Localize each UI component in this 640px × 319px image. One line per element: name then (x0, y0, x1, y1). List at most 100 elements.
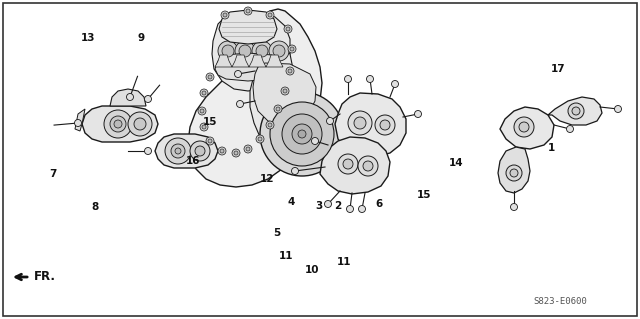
Text: 15: 15 (417, 190, 431, 200)
Circle shape (286, 27, 290, 31)
Polygon shape (232, 55, 249, 67)
Text: 17: 17 (551, 63, 565, 74)
Text: 14: 14 (449, 158, 463, 168)
Circle shape (134, 118, 146, 130)
Polygon shape (320, 137, 390, 194)
Circle shape (218, 147, 226, 155)
Circle shape (284, 25, 292, 33)
Polygon shape (250, 49, 318, 161)
Circle shape (202, 125, 206, 129)
Circle shape (346, 205, 353, 212)
Circle shape (276, 107, 280, 111)
Circle shape (165, 138, 191, 164)
Circle shape (324, 201, 332, 207)
Text: 2: 2 (334, 201, 342, 211)
Circle shape (286, 67, 294, 75)
Circle shape (510, 169, 518, 177)
Circle shape (252, 41, 272, 61)
Circle shape (220, 149, 224, 153)
Circle shape (198, 107, 206, 115)
Polygon shape (219, 10, 277, 44)
Circle shape (175, 148, 181, 154)
Circle shape (375, 115, 395, 135)
Circle shape (288, 45, 296, 53)
Circle shape (200, 123, 208, 131)
Circle shape (566, 125, 573, 132)
Polygon shape (75, 109, 85, 131)
Polygon shape (215, 55, 232, 67)
Circle shape (415, 110, 422, 117)
Circle shape (326, 117, 333, 124)
Circle shape (358, 156, 378, 176)
Circle shape (114, 120, 122, 128)
Circle shape (206, 137, 214, 145)
Text: 12: 12 (260, 174, 275, 184)
Text: 1: 1 (548, 143, 556, 153)
Text: 13: 13 (81, 33, 95, 43)
Polygon shape (212, 11, 290, 91)
Circle shape (234, 70, 241, 78)
Polygon shape (500, 107, 554, 149)
Circle shape (234, 151, 238, 155)
Circle shape (274, 105, 282, 113)
Circle shape (270, 102, 334, 166)
Text: 7: 7 (49, 169, 57, 179)
Circle shape (511, 204, 518, 211)
Polygon shape (215, 53, 282, 81)
Polygon shape (188, 9, 322, 187)
Circle shape (298, 130, 306, 138)
Text: 11: 11 (337, 257, 351, 267)
Circle shape (128, 112, 152, 136)
Circle shape (246, 9, 250, 13)
Polygon shape (266, 55, 283, 67)
Text: 16: 16 (186, 156, 200, 166)
Circle shape (266, 11, 274, 19)
Circle shape (281, 87, 289, 95)
Circle shape (260, 92, 344, 176)
Text: 10: 10 (305, 265, 319, 275)
Text: S823-E0600: S823-E0600 (533, 296, 587, 306)
Circle shape (343, 159, 353, 169)
Circle shape (200, 89, 208, 97)
Circle shape (200, 109, 204, 113)
Circle shape (354, 117, 366, 129)
Circle shape (208, 139, 212, 143)
Circle shape (239, 45, 251, 57)
Circle shape (268, 13, 272, 17)
Circle shape (290, 47, 294, 51)
Circle shape (206, 73, 214, 81)
Circle shape (283, 89, 287, 93)
Text: 11: 11 (279, 251, 293, 261)
Circle shape (256, 135, 264, 143)
Circle shape (514, 117, 534, 137)
Circle shape (208, 75, 212, 79)
Text: 6: 6 (375, 198, 383, 209)
Circle shape (568, 103, 584, 119)
Circle shape (145, 95, 152, 102)
Circle shape (171, 144, 185, 158)
Circle shape (282, 114, 322, 154)
Circle shape (292, 124, 312, 144)
Circle shape (235, 41, 255, 61)
Circle shape (223, 13, 227, 17)
Circle shape (269, 41, 289, 61)
Circle shape (232, 149, 240, 157)
Circle shape (312, 137, 319, 145)
Circle shape (572, 107, 580, 115)
Circle shape (221, 11, 229, 19)
Circle shape (288, 69, 292, 73)
Text: 5: 5 (273, 228, 281, 238)
Circle shape (506, 165, 522, 181)
Circle shape (519, 122, 529, 132)
Circle shape (244, 145, 252, 153)
Text: FR.: FR. (34, 271, 56, 284)
Polygon shape (335, 93, 406, 157)
Text: 8: 8 (91, 202, 99, 212)
Circle shape (380, 120, 390, 130)
Circle shape (358, 205, 365, 212)
Text: 4: 4 (287, 197, 295, 207)
Circle shape (104, 110, 132, 138)
Circle shape (291, 167, 298, 174)
Polygon shape (548, 97, 602, 125)
Text: 15: 15 (203, 117, 217, 127)
